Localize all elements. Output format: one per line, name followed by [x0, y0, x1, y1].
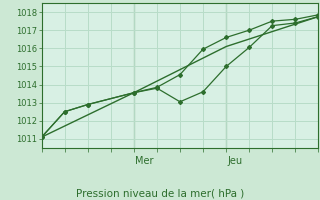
Text: Jeu: Jeu [228, 156, 243, 166]
Text: Pression niveau de la mer( hPa ): Pression niveau de la mer( hPa ) [76, 188, 244, 198]
Text: Mer: Mer [135, 156, 154, 166]
